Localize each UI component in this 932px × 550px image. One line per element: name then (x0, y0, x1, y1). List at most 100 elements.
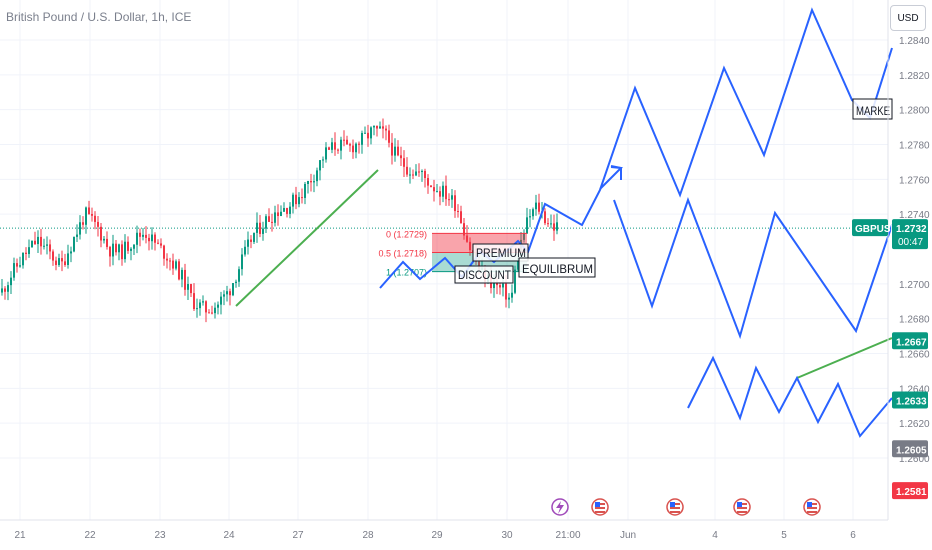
candle-body (286, 208, 288, 214)
candle-body (238, 269, 240, 282)
x-tick-label: 29 (431, 530, 443, 541)
candle-body (403, 158, 405, 167)
candle-body (157, 242, 159, 244)
flag-stripe (807, 507, 817, 509)
y-tick-label: 1.2600 (899, 454, 930, 465)
candle-body (424, 170, 426, 179)
candle-body (133, 244, 135, 249)
candle-body (190, 284, 192, 294)
x-tick-label: Jun (620, 530, 636, 541)
candle-body (271, 221, 273, 223)
candle-body (316, 170, 318, 182)
candle-body (412, 174, 414, 176)
candle-body (244, 246, 246, 255)
candle-body (529, 216, 531, 218)
y-tick-label: 1.2620 (899, 419, 930, 430)
candle-body (397, 146, 399, 156)
trendline (796, 337, 893, 379)
candle-body (307, 180, 309, 184)
candle-body (163, 245, 165, 259)
candle-body (538, 202, 540, 212)
candle-body (142, 234, 144, 237)
candle-body (391, 142, 393, 156)
x-tick-label: 23 (154, 530, 166, 541)
y-tick-label: 1.2760 (899, 175, 930, 186)
candle-body (331, 142, 333, 150)
candle-body (364, 132, 366, 134)
price-tag-value: 1.2732 (896, 224, 927, 235)
candle-body (106, 238, 108, 247)
lightning-icon (556, 501, 564, 514)
candle-body (505, 283, 507, 300)
candle-body (454, 195, 456, 212)
premium-label-box (472, 243, 529, 262)
candle-body (64, 261, 66, 265)
candle-body (448, 199, 450, 201)
drawings[interactable]: 0 (1.2729) 0.5 (1.2718) 1 (1.2707) PREMIUM D… (235, 7, 893, 438)
level-tag (892, 482, 928, 500)
candle-body (199, 302, 201, 309)
candle-body (1, 288, 3, 293)
candle-body (355, 143, 357, 153)
candle-body (103, 238, 105, 241)
candle-body (328, 147, 330, 150)
candle-body (220, 296, 222, 305)
candle-body (313, 181, 315, 183)
candle-body (547, 223, 549, 225)
equilibrium-label: EQUILIBRUM (522, 262, 593, 276)
candle-body (370, 127, 372, 139)
candle-body (418, 171, 420, 173)
y-tick-label: 1.2640 (899, 384, 930, 395)
candle-body (211, 312, 213, 314)
candle-body (139, 232, 141, 237)
candle-body (88, 207, 90, 214)
y-tick-label: 1.2740 (899, 210, 930, 221)
candle-body (19, 265, 21, 267)
candle-body (217, 304, 219, 308)
x-tick-label: 4 (712, 530, 718, 541)
candle-body (229, 291, 231, 296)
candle-body (223, 294, 225, 297)
candle-body (61, 258, 63, 262)
candle-body (268, 216, 270, 222)
candle-body (10, 277, 12, 286)
candle-body (409, 174, 411, 176)
candles (1, 118, 558, 323)
premium-label: PREMIUM (476, 246, 526, 260)
discount-label: DISCOUNT (458, 268, 512, 282)
candle-body (433, 187, 435, 192)
candle-body (85, 207, 87, 225)
candle-body (337, 149, 339, 151)
flag-canton (807, 502, 812, 507)
candle-body (493, 283, 495, 289)
flag-canton (737, 502, 742, 507)
candle-body (463, 223, 465, 236)
x-tick-label: 22 (84, 530, 96, 541)
candle-body (277, 212, 279, 216)
fib-label: 0.5 (1.2718) (378, 248, 427, 258)
candle-body (250, 239, 252, 242)
currency-button[interactable]: USD (890, 5, 926, 31)
candle-body (343, 139, 345, 141)
candle-body (445, 185, 447, 200)
flag-stripe (737, 507, 747, 509)
candle-body (109, 246, 111, 257)
price-axis[interactable]: 1.2840 1.2820 1.2800 1.2780 1.2760 1.2740 1.27… (852, 0, 930, 520)
candle-body (13, 263, 15, 278)
candle-body (181, 269, 183, 280)
level-tag (892, 440, 928, 458)
candle-body (247, 239, 249, 247)
candle-body (208, 312, 210, 314)
candle-body (325, 147, 327, 160)
candle-body (175, 261, 177, 269)
time-axis[interactable]: 21 22 23 24 27 28 29 30 21:00 Jun 4 5 6 (0, 498, 888, 541)
candle-body (130, 248, 132, 251)
fib-label: 0 (1.2729) (386, 229, 427, 239)
candle-body (322, 159, 324, 161)
candle-body (145, 234, 147, 238)
candle-body (4, 288, 6, 292)
candle-body (511, 292, 513, 298)
candle-body (172, 260, 174, 269)
candle-body (154, 234, 156, 243)
